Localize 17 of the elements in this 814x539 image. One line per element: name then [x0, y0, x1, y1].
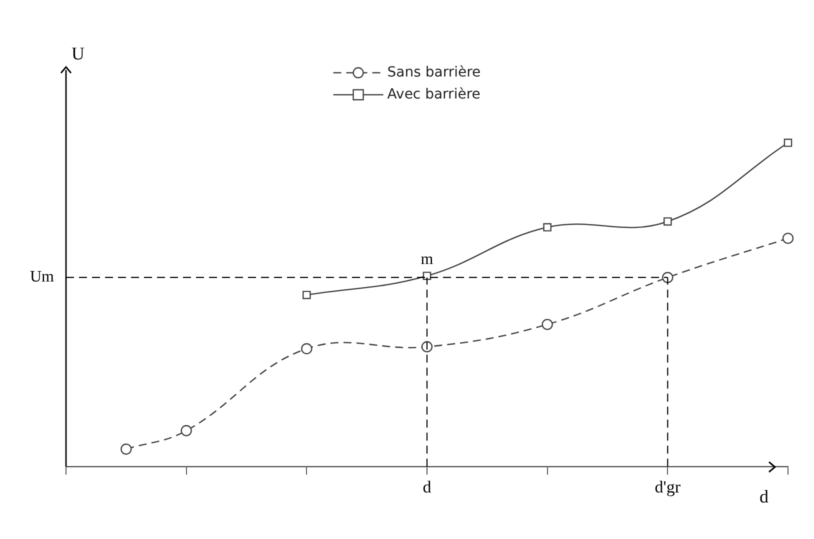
point — [664, 217, 672, 226]
point — [784, 138, 792, 147]
point — [302, 290, 311, 300]
ref-line-label: Um — [30, 268, 55, 286]
point — [782, 232, 794, 244]
point — [542, 318, 553, 330]
legend-label: Sans barrière — [387, 64, 481, 80]
point — [421, 341, 433, 352]
x-tick-label: d'gr — [654, 477, 681, 496]
point — [301, 343, 312, 354]
point — [180, 425, 192, 436]
legend-label: Avec barrière — [387, 86, 480, 102]
point — [422, 272, 432, 280]
point — [543, 223, 552, 232]
y-axis-title: U — [72, 44, 84, 64]
point — [120, 444, 132, 455]
annotation: m — [420, 251, 434, 268]
